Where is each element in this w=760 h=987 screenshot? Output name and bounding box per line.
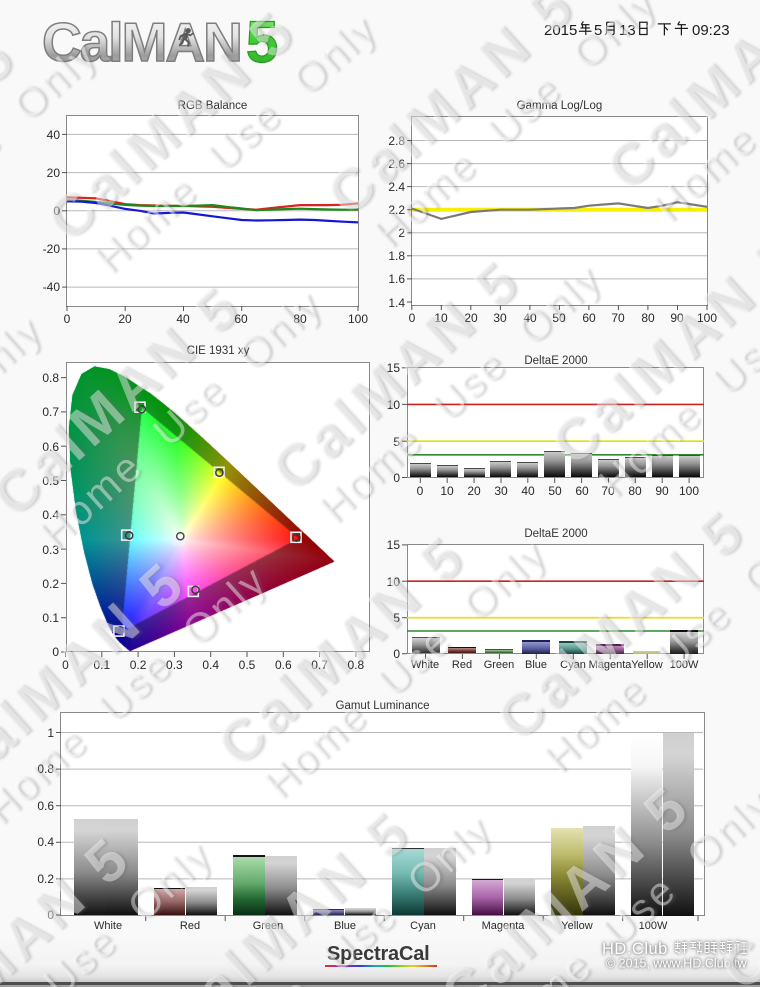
svg-text:09:23: 09:23 [692,22,730,39]
svg-text:© 2015, www.HD.Club.tw: © 2015, www.HD.Club.tw [606,956,747,970]
svg-text:13: 13 [619,22,636,39]
svg-text:HD.Club: HD.Club [602,940,668,958]
svg-text:5: 5 [246,10,278,75]
svg-text:CalMAN: CalMAN [42,11,241,73]
svg-text:2015: 2015 [544,22,577,39]
svg-text:5: 5 [594,22,602,39]
